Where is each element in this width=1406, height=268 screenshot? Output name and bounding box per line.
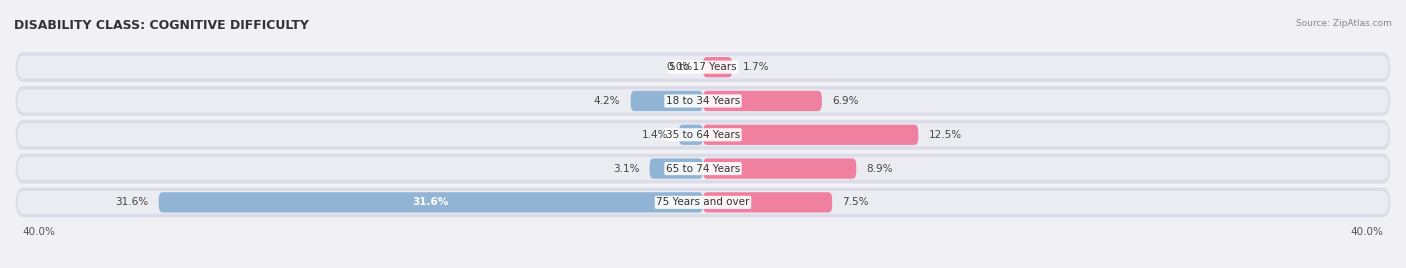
Text: 0.0%: 0.0% bbox=[666, 62, 693, 72]
Text: 1.7%: 1.7% bbox=[742, 62, 769, 72]
FancyBboxPatch shape bbox=[159, 192, 703, 213]
Text: Source: ZipAtlas.com: Source: ZipAtlas.com bbox=[1296, 19, 1392, 28]
Text: 18 to 34 Years: 18 to 34 Years bbox=[666, 96, 740, 106]
FancyBboxPatch shape bbox=[15, 154, 1391, 184]
FancyBboxPatch shape bbox=[703, 57, 733, 77]
Text: 8.9%: 8.9% bbox=[866, 163, 893, 174]
FancyBboxPatch shape bbox=[703, 91, 823, 111]
Text: 40.0%: 40.0% bbox=[22, 228, 56, 237]
Text: 31.6%: 31.6% bbox=[413, 197, 449, 207]
FancyBboxPatch shape bbox=[17, 56, 1389, 79]
FancyBboxPatch shape bbox=[703, 125, 918, 145]
FancyBboxPatch shape bbox=[17, 123, 1389, 146]
FancyBboxPatch shape bbox=[17, 191, 1389, 214]
Text: 3.1%: 3.1% bbox=[613, 163, 640, 174]
Text: DISABILITY CLASS: COGNITIVE DIFFICULTY: DISABILITY CLASS: COGNITIVE DIFFICULTY bbox=[14, 19, 309, 32]
Text: 5 to 17 Years: 5 to 17 Years bbox=[669, 62, 737, 72]
Text: 75 Years and over: 75 Years and over bbox=[657, 197, 749, 207]
Text: 12.5%: 12.5% bbox=[928, 130, 962, 140]
Text: 35 to 64 Years: 35 to 64 Years bbox=[666, 130, 740, 140]
Text: 40.0%: 40.0% bbox=[1350, 228, 1384, 237]
FancyBboxPatch shape bbox=[15, 188, 1391, 217]
FancyBboxPatch shape bbox=[17, 157, 1389, 180]
Text: 1.4%: 1.4% bbox=[643, 130, 669, 140]
Text: 65 to 74 Years: 65 to 74 Years bbox=[666, 163, 740, 174]
FancyBboxPatch shape bbox=[679, 125, 703, 145]
Text: 7.5%: 7.5% bbox=[842, 197, 869, 207]
FancyBboxPatch shape bbox=[703, 192, 832, 213]
FancyBboxPatch shape bbox=[631, 91, 703, 111]
FancyBboxPatch shape bbox=[15, 86, 1391, 116]
FancyBboxPatch shape bbox=[650, 158, 703, 179]
Text: 4.2%: 4.2% bbox=[593, 96, 620, 106]
Text: 6.9%: 6.9% bbox=[832, 96, 859, 106]
FancyBboxPatch shape bbox=[15, 52, 1391, 82]
FancyBboxPatch shape bbox=[15, 120, 1391, 150]
Text: 31.6%: 31.6% bbox=[115, 197, 149, 207]
FancyBboxPatch shape bbox=[17, 90, 1389, 113]
FancyBboxPatch shape bbox=[703, 158, 856, 179]
